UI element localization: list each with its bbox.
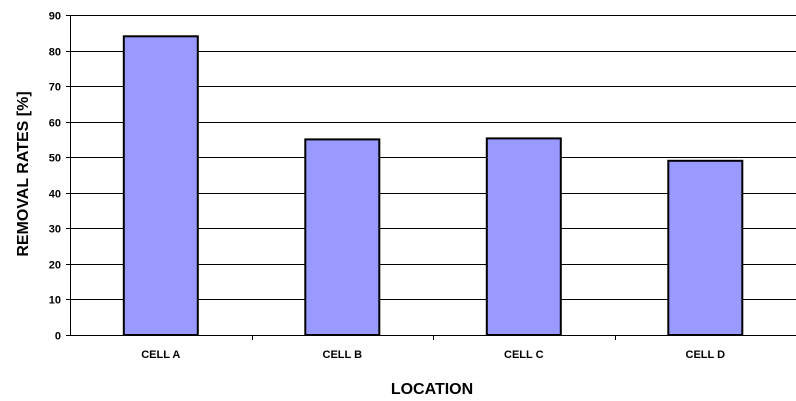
x-tick-label: CELL B	[323, 349, 363, 361]
axes	[66, 15, 796, 340]
y-tick-label: 10	[49, 295, 61, 307]
y-axis-title: REMOVAL RATES [%]	[15, 91, 32, 256]
x-tick-labels: CELL A CELL B CELL C CELL D	[141, 349, 725, 361]
bar-cell-d	[667, 159, 744, 336]
y-tick-label: 80	[49, 47, 61, 59]
x-tick-label: CELL D	[686, 349, 726, 361]
bar-cell-a	[122, 35, 199, 337]
y-tick-label: 60	[49, 118, 61, 130]
y-tick-labels: 0 10 20 30 40 50 60 70 80 90	[49, 11, 61, 343]
y-tick-label: 0	[55, 331, 61, 343]
y-tick-label: 20	[49, 260, 61, 272]
y-tick-label: 90	[49, 11, 61, 23]
y-tick-label: 70	[49, 82, 61, 94]
y-tick-label: 50	[49, 153, 61, 165]
x-axis-title: LOCATION	[391, 381, 473, 398]
bars	[122, 35, 744, 337]
bar-cell-b	[304, 138, 381, 336]
x-tick-label: CELL A	[141, 349, 180, 361]
y-tick-label: 40	[49, 189, 61, 201]
bar-cell-c	[485, 137, 562, 336]
x-tick-label: CELL C	[504, 349, 544, 361]
y-tick-label: 30	[49, 224, 61, 236]
